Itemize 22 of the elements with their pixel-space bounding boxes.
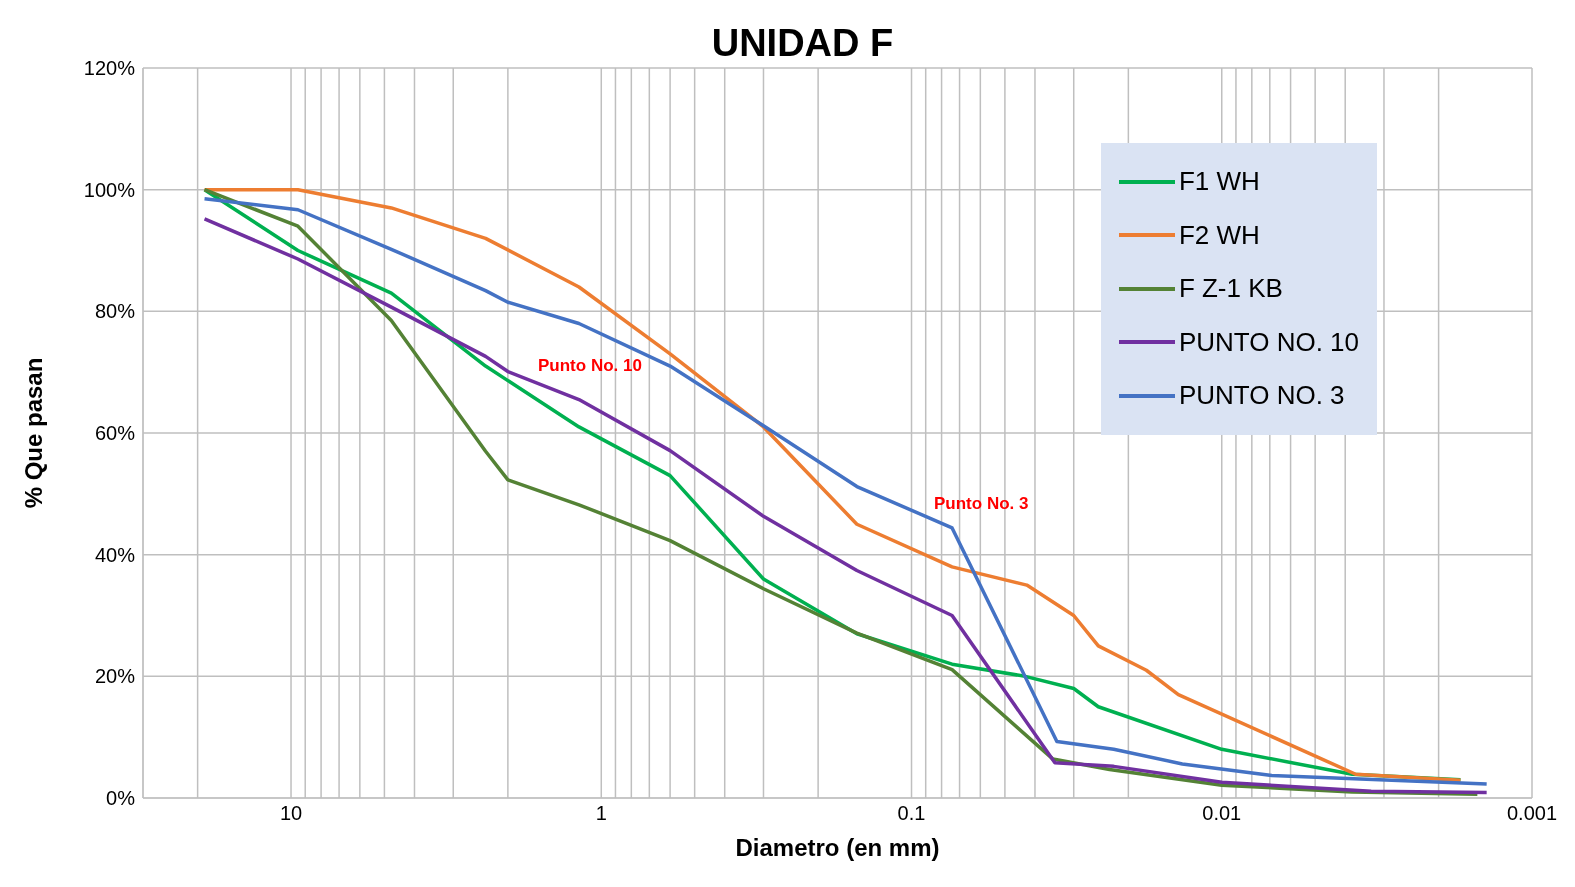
legend-label: F2 WH xyxy=(1178,219,1260,251)
chart-title: UNIDAD F xyxy=(711,22,894,64)
legend-label: PUNTO NO. 3 xyxy=(1178,380,1345,412)
y-tick-label: 20% xyxy=(94,665,136,688)
y-tick-label: 80% xyxy=(94,300,136,323)
x-tick-label: 10 xyxy=(279,802,303,825)
x-tick-label: 0.1 xyxy=(897,802,926,825)
y-tick-label: 40% xyxy=(94,543,136,566)
x-tick-label: 1 xyxy=(595,802,607,825)
x-tick-label: 0.01 xyxy=(1202,802,1242,825)
legend-label: F1 WH xyxy=(1178,166,1260,198)
legend-label: PUNTO NO. 10 xyxy=(1178,326,1359,358)
annotation: Punto No. 10 xyxy=(538,356,642,376)
annotation: Punto No. 3 xyxy=(934,494,1029,514)
y-tick-label: 120% xyxy=(83,57,136,80)
y-tick-label: 60% xyxy=(94,422,136,445)
x-tick-label: 0.001 xyxy=(1506,802,1558,825)
x-axis-title: Diametro (en mm) xyxy=(735,834,940,861)
y-axis-title: % Que pasan xyxy=(19,357,47,509)
y-tick-label: 100% xyxy=(83,178,136,201)
y-tick-label: 0% xyxy=(106,787,136,810)
legend-label: F Z-1 KB xyxy=(1178,273,1283,305)
